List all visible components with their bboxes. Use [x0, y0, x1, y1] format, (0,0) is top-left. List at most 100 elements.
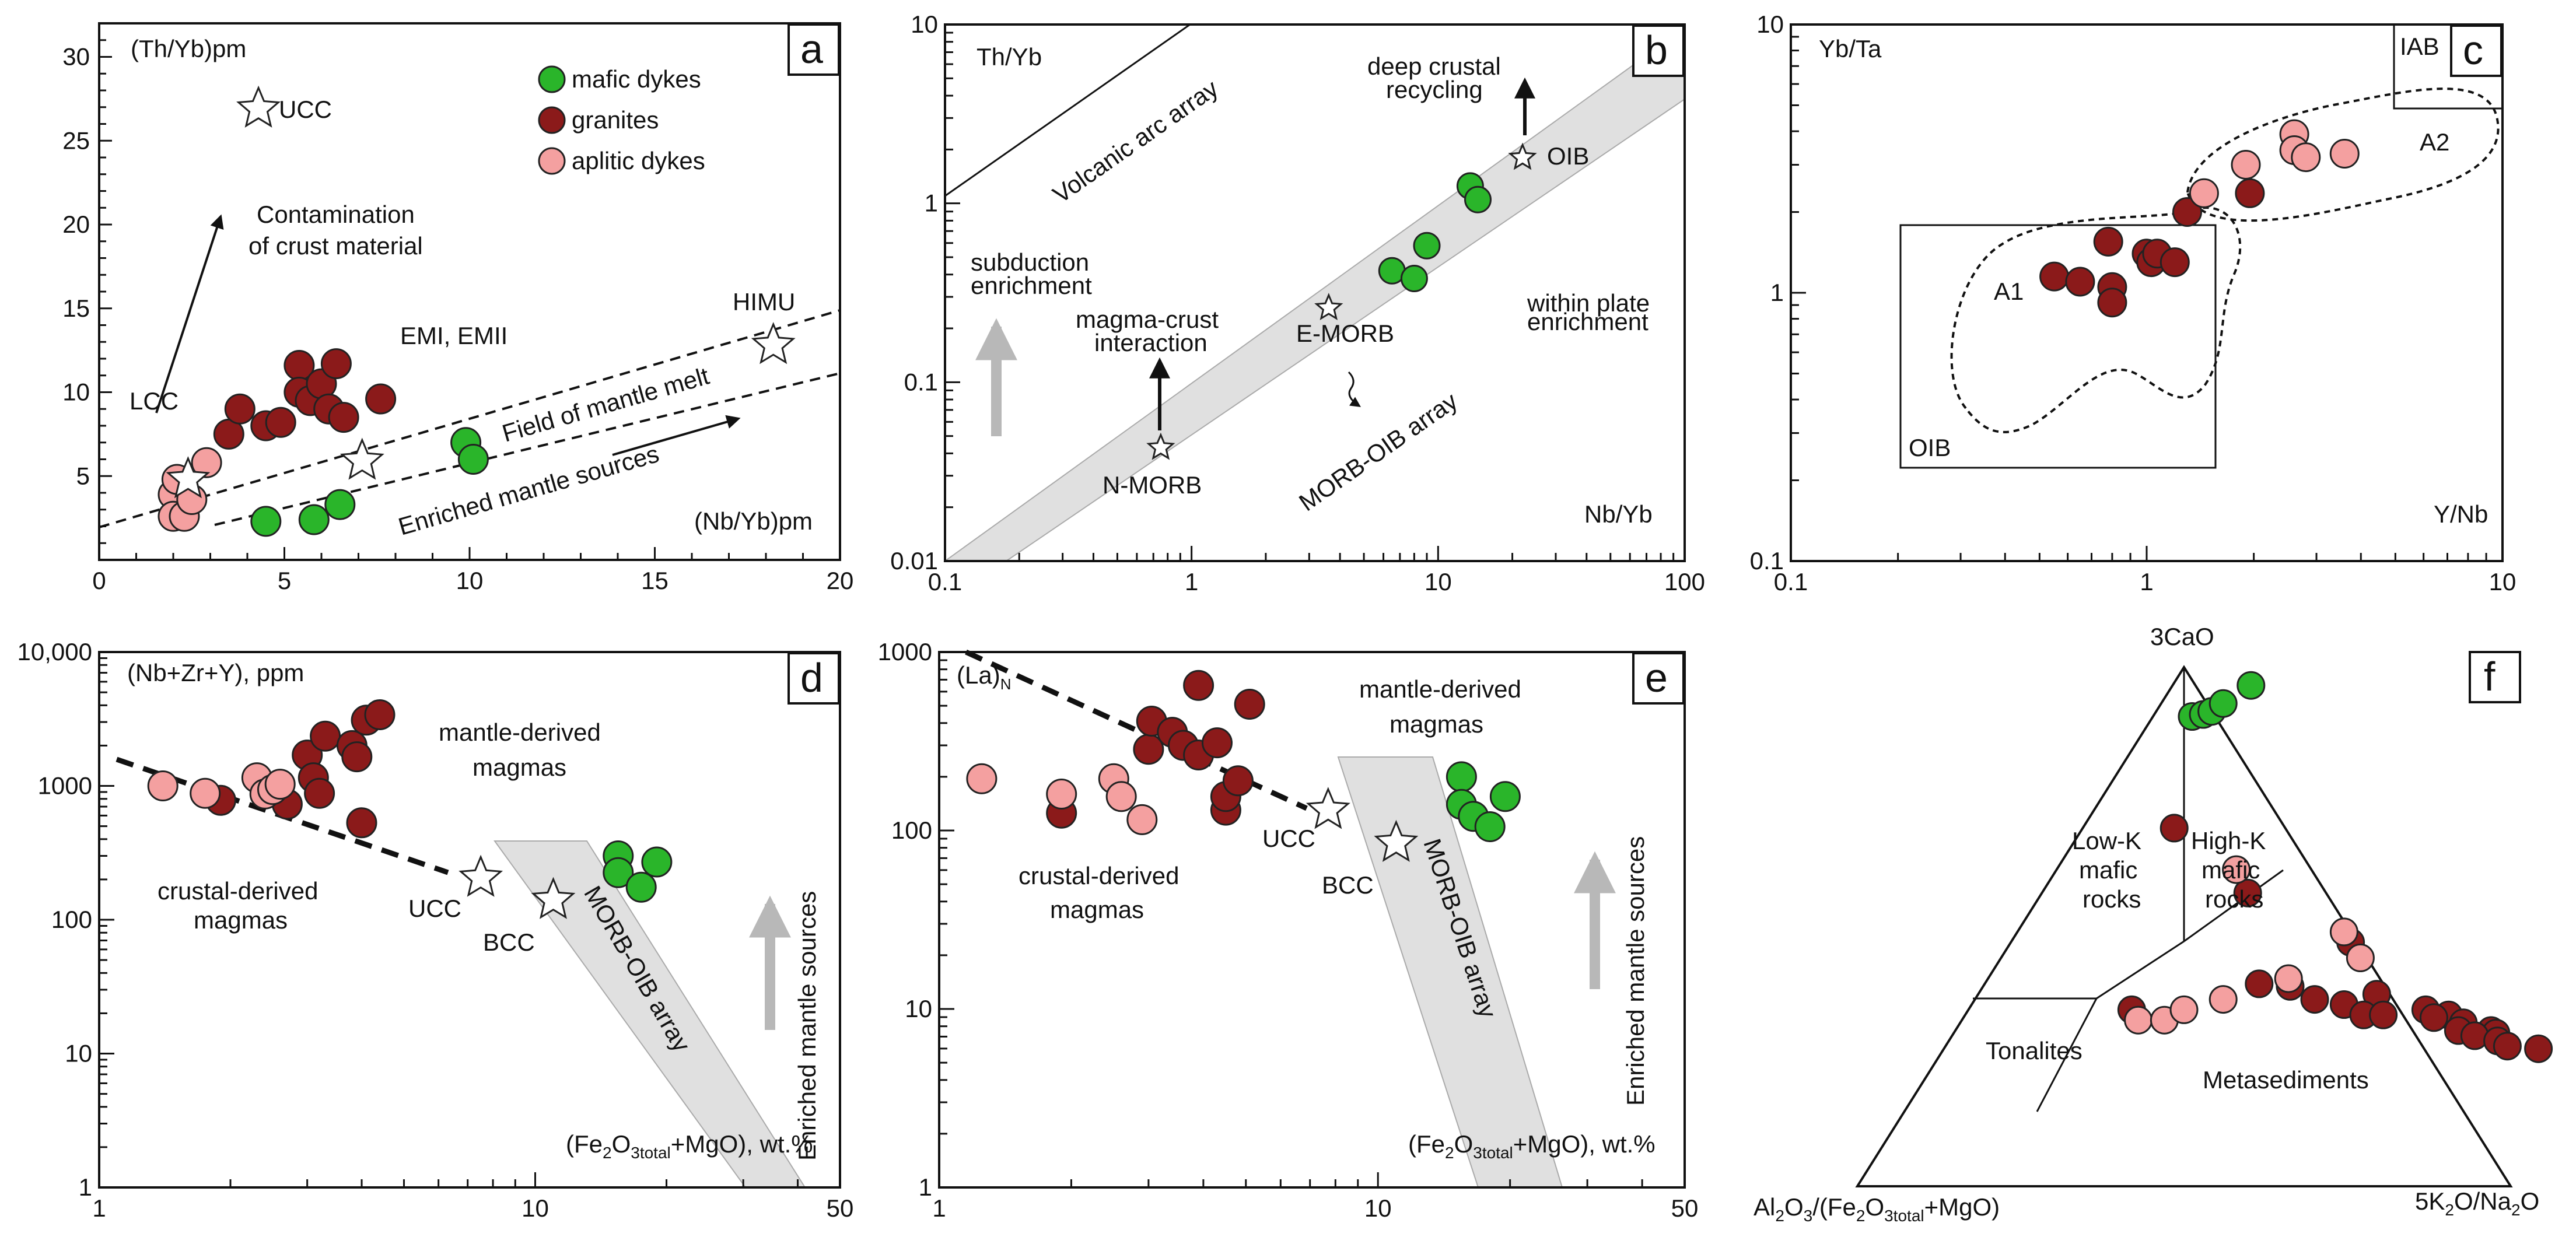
x-tick-label: 100 — [1664, 568, 1705, 595]
granite-point — [2039, 261, 2070, 292]
granite-point — [320, 348, 352, 380]
panel-e-letter-box — [1632, 652, 1685, 705]
panel-d-letter: d — [800, 655, 823, 700]
label-emi-emii: EMI, EMII — [400, 322, 508, 349]
label-lcc: LCC — [130, 387, 178, 415]
panel-d-xlabel: (Fe2O3total+MgO), wt.% — [566, 1130, 813, 1162]
panel-c-letter-box — [2450, 24, 2502, 77]
aplitic-point — [2222, 855, 2251, 884]
panel-d-ylabel: (Nb+Zr+Y), ppm — [127, 659, 304, 686]
mafic-point — [1413, 232, 1441, 260]
aplitic-point — [191, 447, 222, 478]
label-metasediments: Metasediments — [2203, 1066, 2369, 1094]
x-tick-label: 1 — [932, 1194, 946, 1222]
label-bcc-e: BCC — [1322, 871, 1374, 899]
panel-c-frame — [1790, 23, 2504, 562]
label-a2: A2 — [2420, 128, 2449, 156]
granite-point — [1234, 689, 1265, 720]
legend-granites-label: granites — [572, 106, 659, 134]
legend-mafic-marker — [538, 65, 566, 93]
panel-c-letter: c — [2463, 27, 2483, 73]
label-iab: IAB — [2400, 33, 2440, 60]
label-morb-oib-array: MORB-OIB array — [1294, 387, 1462, 516]
label-mantle-magmas-e: magmas — [1390, 710, 1483, 738]
granite-point — [2369, 1000, 2398, 1029]
aplitic-point — [2274, 964, 2303, 993]
granite-point — [2097, 288, 2127, 318]
y-tick-label: 0.1 — [904, 368, 938, 395]
panel-e: 1 10 50 1 10 100 1000 (La)N (Fe2O3total+MgO), … — [878, 638, 1699, 1222]
granite-point — [2172, 197, 2202, 227]
label-crustal-derived-e: crustal-derived — [1019, 862, 1179, 889]
aplitic-point — [147, 770, 178, 801]
panel-b-ylabel: Th/Yb — [977, 43, 1042, 71]
x-tick-label: 50 — [827, 1194, 854, 1222]
panel-c-xlabel: Y/Nb — [2434, 500, 2488, 528]
mafic-point — [1464, 185, 1492, 213]
panel-c-ylabel: Yb/Ta — [1819, 35, 1882, 62]
panel-e-letter: e — [1645, 655, 1668, 700]
label-subduction-enrichment: enrichment — [971, 272, 1092, 299]
reference-star — [1314, 293, 1343, 321]
panel-a-letter: a — [800, 26, 823, 72]
panel-d-letter-box — [788, 652, 840, 705]
reference-star — [1146, 432, 1175, 460]
panel-b-frame — [944, 23, 1686, 562]
x-tick-label: 15 — [641, 567, 668, 594]
mantle-field-upper-line — [99, 309, 841, 528]
label-ucc-e: UCC — [1262, 825, 1315, 852]
y-tick-label: 5 — [76, 462, 90, 489]
panel-a-xlabel: (Nb/Yb)pm — [694, 507, 813, 535]
label-crustal-derived-d: crustal-derived — [158, 877, 318, 905]
granite-point — [2093, 226, 2123, 257]
granite-point — [346, 807, 377, 839]
label-enriched-e: Enriched mantle sources — [1622, 836, 1649, 1106]
volcanic-arc-array-line — [944, 23, 1191, 197]
mafic-point — [250, 506, 282, 537]
mafic-point — [1489, 781, 1521, 812]
label-highk-3: rocks — [2205, 885, 2263, 913]
y-tick-label: 30 — [62, 43, 90, 71]
reference-star — [1306, 787, 1350, 829]
label-lowk-3: rocks — [2082, 885, 2141, 913]
granite-point — [2065, 267, 2095, 297]
granite-point — [1183, 670, 1214, 701]
contamination-arrow — [155, 214, 224, 413]
aplitic-point — [2124, 1005, 2153, 1035]
granite-point — [2419, 1003, 2448, 1032]
granite-point — [364, 699, 396, 730]
mafic-point — [1400, 265, 1428, 292]
label-mantle-derived-d: mantle-derived — [439, 719, 601, 746]
y-tick-label: 20 — [62, 211, 90, 238]
mafic-point — [603, 857, 634, 888]
label-oib-c: OIB — [1909, 434, 1951, 461]
panel-e-ylabel: (La)N — [957, 661, 1011, 693]
reference-star — [236, 85, 281, 128]
panel-b-letter: b — [1645, 27, 1668, 73]
reference-star — [1374, 819, 1419, 862]
label-e-morb: E-MORB — [1296, 320, 1394, 347]
granite-point — [2233, 878, 2262, 907]
y-tick-label: 100 — [51, 906, 92, 933]
aplitic-point — [1046, 779, 1077, 810]
mafic-point — [625, 871, 657, 903]
label-subduction: subduction — [971, 248, 1089, 276]
mafic-point — [324, 489, 356, 520]
ternary-divide-lowk — [2096, 940, 2185, 1000]
label-recycling: recycling — [1386, 76, 1483, 103]
label-mantle-derived-e: mantle-derived — [1359, 675, 1521, 703]
y-tick-label: 25 — [62, 127, 90, 154]
y-tick-label: 10 — [1756, 10, 1784, 38]
x-tick-label: 0 — [92, 567, 106, 594]
aplitic-point — [2169, 995, 2199, 1024]
granite-point — [310, 720, 341, 752]
y-tick-label: 15 — [62, 295, 90, 322]
panel-b-xlabel: Nb/Yb — [1584, 500, 1653, 528]
enriched-mantle-arrow — [612, 415, 741, 456]
morb-oib-array-band-e — [1337, 756, 1563, 1188]
a2-field-outline — [2186, 87, 2500, 222]
crustal-mantle-divide-e — [965, 649, 1308, 811]
granite-point — [1222, 765, 1254, 797]
reference-star — [1508, 142, 1537, 170]
